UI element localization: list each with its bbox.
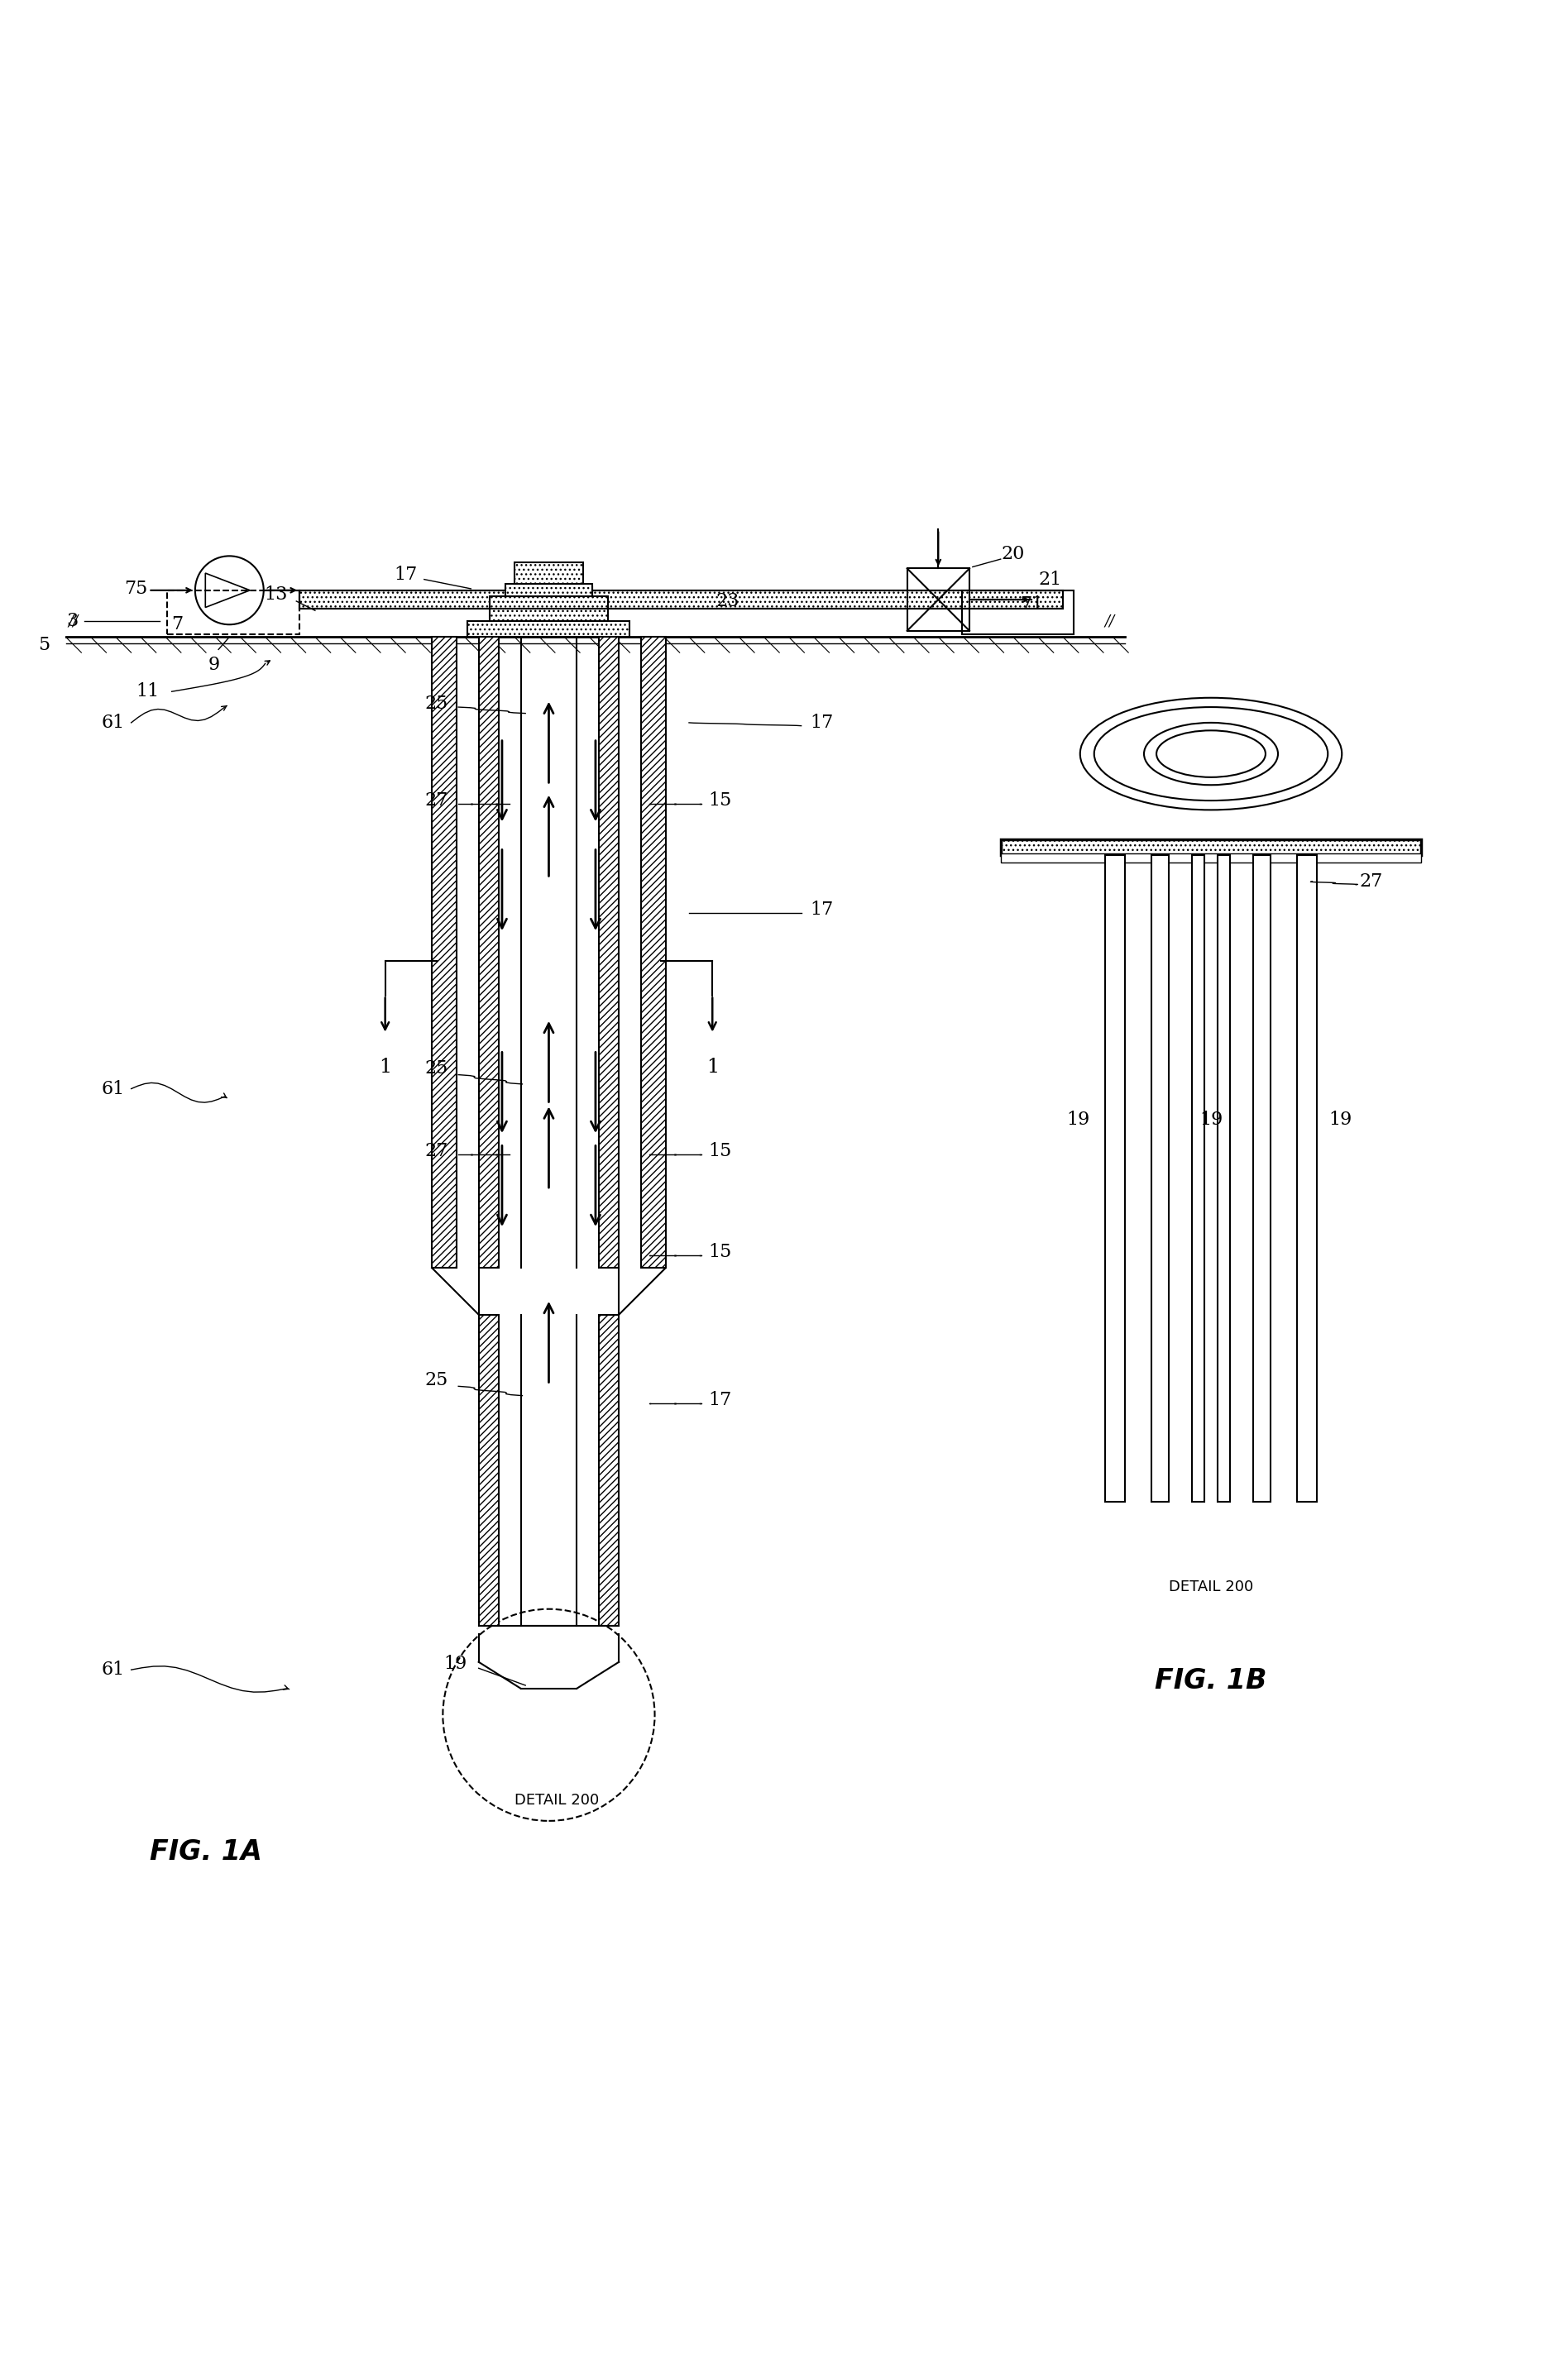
Bar [1218, 854, 1230, 1502]
Text: 61: 61 [102, 1081, 125, 1097]
Text: 19: 19 [1067, 1111, 1091, 1128]
Text: 25: 25 [426, 1059, 448, 1078]
Text: DETAIL 200: DETAIL 200 [1169, 1580, 1254, 1595]
Text: 25: 25 [426, 1371, 448, 1390]
Bar [167, 590, 299, 633]
Text: 75: 75 [124, 581, 147, 597]
Text: 1: 1 [379, 1057, 391, 1076]
Text: 27: 27 [426, 1142, 448, 1159]
Bar [515, 562, 584, 583]
Text: 20: 20 [1002, 545, 1025, 564]
Text: 15: 15 [709, 1242, 732, 1261]
Text: FIG. 1B: FIG. 1B [1155, 1666, 1268, 1695]
Bar [490, 607, 607, 621]
Bar [490, 597, 607, 609]
Text: 19: 19 [1199, 1111, 1222, 1128]
Text: 17: 17 [709, 1392, 732, 1409]
Bar [505, 583, 593, 597]
Text: 19: 19 [1329, 1111, 1352, 1128]
Text: 17: 17 [809, 714, 833, 731]
Text: 61: 61 [102, 1661, 125, 1678]
Text: 21: 21 [1039, 571, 1063, 588]
Text: //: // [69, 614, 78, 628]
Text: 71: 71 [1020, 595, 1044, 614]
Bar [1105, 854, 1125, 1502]
Text: 15: 15 [709, 793, 732, 809]
Text: FIG. 1A: FIG. 1A [150, 1837, 263, 1866]
Text: 25: 25 [426, 695, 448, 714]
Bar [1254, 854, 1271, 1502]
Bar [640, 638, 665, 1269]
Text: 3: 3 [66, 612, 78, 631]
Bar [961, 590, 1074, 633]
Text: 27: 27 [1358, 873, 1382, 890]
Bar [432, 638, 457, 1269]
Bar [1000, 840, 1421, 854]
Bar [479, 1314, 499, 1626]
Bar [599, 638, 618, 1269]
Bar [299, 590, 1063, 609]
Text: //: // [1105, 614, 1114, 628]
Text: 61: 61 [102, 714, 125, 731]
Bar [505, 588, 593, 607]
Text: 17: 17 [809, 900, 833, 919]
Bar [599, 1314, 618, 1626]
Bar [1000, 854, 1421, 864]
Bar [1152, 854, 1169, 1502]
Bar [1297, 854, 1316, 1502]
Text: 27: 27 [426, 793, 448, 809]
Text: 23: 23 [717, 593, 740, 609]
Text: 15: 15 [709, 1142, 732, 1159]
Text: 9: 9 [208, 657, 219, 674]
Bar [479, 638, 499, 1269]
Text: 7: 7 [171, 616, 183, 633]
Text: 1: 1 [706, 1057, 718, 1076]
Bar [908, 569, 969, 631]
Text: DETAIL 200: DETAIL 200 [515, 1792, 599, 1809]
Bar [468, 621, 629, 638]
Text: 13: 13 [264, 585, 288, 605]
Bar [1193, 854, 1205, 1502]
Text: 19: 19 [443, 1654, 466, 1673]
Text: 17: 17 [394, 566, 418, 583]
Bar [299, 590, 1063, 609]
Text: 5: 5 [39, 635, 50, 654]
Text: 11: 11 [136, 683, 160, 700]
